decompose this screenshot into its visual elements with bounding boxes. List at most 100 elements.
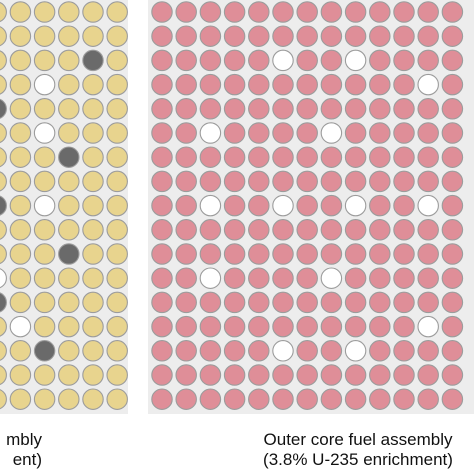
outer-fuel-rod (344, 388, 367, 410)
outer-assembly-caption: Outer core fuel assembly (3.8% U-235 enr… (238, 430, 474, 470)
outer-fuel-rod (175, 340, 197, 362)
outer-fuel-rod (393, 219, 415, 241)
outer-fuel-rod (441, 364, 464, 386)
outer-fuel-rod (441, 388, 464, 410)
outer-fuel-rod (175, 194, 197, 217)
inner-fuel-rod (106, 170, 128, 193)
outer-fuel-rod (441, 219, 464, 241)
inner-fuel-rod (33, 25, 56, 47)
outer-fuel-rod (344, 146, 367, 168)
inner-fuel-rod (33, 170, 56, 193)
inner-fuel-rod (82, 73, 104, 96)
outer-fuel-rod (248, 291, 270, 314)
outer-water-rod (320, 122, 343, 144)
inner-fuel-rod (33, 291, 56, 314)
outer-water-rod (320, 267, 343, 289)
outer-fuel-rod (151, 170, 173, 193)
outer-fuel-rod (344, 1, 367, 23)
outer-fuel-rod (320, 1, 343, 23)
outer-fuel-rod (344, 25, 367, 47)
outer-fuel-rod (175, 73, 197, 96)
outer-fuel-rod (296, 25, 318, 47)
outer-fuel-rod (248, 340, 270, 362)
outer-fuel-rod (199, 388, 222, 410)
outer-fuel-rod (199, 243, 222, 265)
inner-fuel-rod (9, 291, 32, 314)
outer-fuel-rod (199, 291, 222, 314)
outer-fuel-rod (151, 146, 173, 168)
outer-fuel-rod (296, 170, 318, 193)
inner-fuel-rod (0, 26, 7, 47)
inner-fuel-rod (0, 316, 7, 337)
inner-fuel-rod (58, 170, 80, 193)
outer-fuel-rod (223, 194, 246, 217)
outer-fuel-rod (344, 315, 367, 338)
outer-fuel-rod (296, 73, 318, 96)
outer-fuel-rod (344, 98, 367, 120)
outer-fuel-rod (175, 122, 197, 144)
outer-fuel-rod (248, 194, 270, 217)
outer-fuel-rod (272, 364, 294, 386)
outer-fuel-rod (369, 388, 391, 410)
outer-fuel-rod (151, 25, 173, 47)
inner-fuel-rod (0, 122, 7, 144)
inner-fuel-rod (82, 1, 104, 23)
outer-fuel-rod (320, 194, 343, 217)
outer-fuel-rod (223, 219, 246, 241)
outer-fuel-rod (199, 170, 222, 193)
inner-fuel-rod (33, 1, 56, 23)
outer-fuel-rod (417, 1, 439, 23)
outer-fuel-rod (199, 49, 222, 72)
outer-fuel-rod (344, 122, 367, 144)
outer-fuel-rod (175, 146, 197, 168)
outer-fuel-rod (320, 170, 343, 193)
outer-fuel-rod (199, 364, 222, 386)
outer-fuel-rod (199, 340, 222, 362)
outer-fuel-rod (393, 388, 415, 410)
outer-fuel-rod (417, 243, 439, 265)
inner-fuel-rod (82, 170, 104, 193)
outer-fuel-rod (223, 315, 246, 338)
inner-assembly-caption: mbly ent) (0, 430, 44, 470)
outer-fuel-rod (417, 388, 439, 410)
inner-fuel-rod (82, 243, 104, 265)
outer-fuel-rod (248, 170, 270, 193)
outer-fuel-rod (441, 146, 464, 168)
inner-fuel-rod (106, 243, 128, 265)
outer-fuel-rod (296, 146, 318, 168)
inner-fuel-rod (9, 49, 32, 72)
inner-fuel-rod (106, 122, 128, 144)
outer-fuel-rod (344, 219, 367, 241)
inner-fuel-rod (82, 194, 104, 217)
outer-fuel-rod (248, 267, 270, 289)
outer-fuel-rod (320, 388, 343, 410)
inner-fuel-rod (0, 389, 7, 410)
inner-fuel-rod (58, 219, 80, 241)
outer-fuel-rod (393, 122, 415, 144)
outer-fuel-rod (441, 194, 464, 217)
outer-fuel-rod (369, 340, 391, 362)
inner-fuel-rod (9, 146, 32, 168)
outer-fuel-rod (417, 25, 439, 47)
outer-fuel-rod (223, 73, 246, 96)
outer-fuel-rod (248, 219, 270, 241)
inner-fuel-rod (9, 340, 32, 362)
outer-fuel-rod (441, 243, 464, 265)
inner-fuel-rod (33, 364, 56, 386)
outer-fuel-rod (344, 267, 367, 289)
inner-fuel-rod (58, 364, 80, 386)
outer-water-rod (272, 194, 294, 217)
outer-fuel-rod (393, 315, 415, 338)
outer-fuel-rod (320, 25, 343, 47)
inner-fuel-rod (9, 1, 32, 23)
outer-fuel-rod (272, 73, 294, 96)
outer-fuel-rod (175, 267, 197, 289)
outer-fuel-rod (272, 122, 294, 144)
inner-fuel-rod (58, 291, 80, 314)
inner-fuel-rod (9, 25, 32, 47)
outer-fuel-rod (272, 1, 294, 23)
outer-fuel-rod (417, 364, 439, 386)
outer-water-rod (417, 315, 439, 338)
outer-fuel-rod (151, 291, 173, 314)
